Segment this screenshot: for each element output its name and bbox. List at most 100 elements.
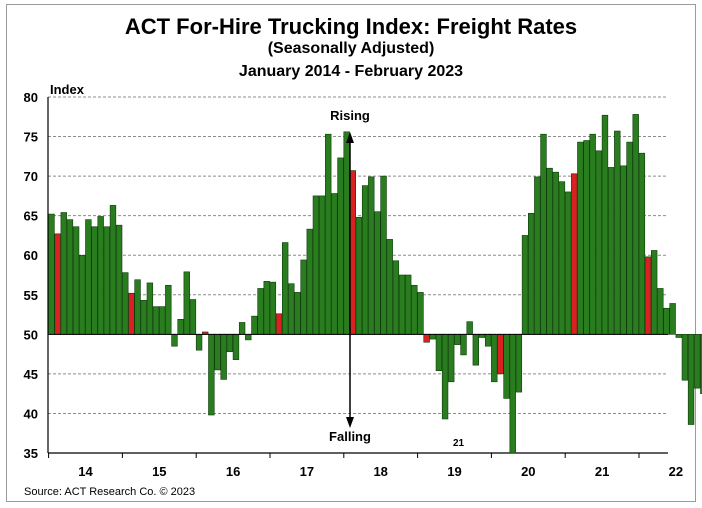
bar	[632, 114, 639, 335]
bar	[700, 334, 702, 394]
bar	[294, 292, 301, 335]
bar	[171, 334, 178, 347]
rising-label: Rising	[330, 108, 370, 123]
bar	[208, 334, 215, 416]
bar	[103, 226, 110, 335]
bar-highlight	[54, 233, 61, 335]
bar	[491, 334, 498, 383]
bar	[159, 306, 166, 335]
bar	[257, 288, 264, 335]
bar	[540, 133, 547, 335]
bar	[398, 274, 406, 335]
y-tick-label: 40	[24, 406, 38, 421]
bar	[214, 334, 221, 371]
bar	[48, 213, 55, 335]
bar	[404, 274, 412, 335]
bar	[374, 211, 381, 335]
bar	[66, 219, 74, 335]
bar	[614, 130, 621, 335]
bar	[183, 271, 190, 335]
x-tick-label: 21	[595, 464, 609, 479]
y-tick-label: 75	[24, 130, 38, 145]
bar-highlight	[349, 170, 357, 335]
x-tick-label: 19	[447, 464, 461, 479]
bar	[503, 334, 510, 399]
bar	[527, 212, 535, 335]
bar	[281, 242, 289, 335]
x-tick-label: 15	[152, 464, 166, 479]
bar	[97, 216, 104, 335]
bar	[435, 334, 443, 372]
bar	[85, 219, 92, 335]
bar	[152, 306, 160, 335]
bar	[226, 334, 233, 353]
falling-label: Falling	[329, 429, 371, 444]
bar	[343, 131, 350, 335]
bar	[251, 315, 258, 335]
bar	[245, 334, 252, 341]
chart-period: January 2014 - February 2023	[238, 63, 464, 80]
bar	[583, 140, 590, 335]
bar	[626, 141, 633, 335]
x-tick-label: 17	[300, 464, 314, 479]
arrow-down-head	[346, 417, 354, 428]
bar	[331, 193, 338, 335]
bar	[694, 334, 701, 389]
bar	[220, 334, 227, 380]
bar	[60, 212, 67, 335]
bar	[392, 260, 400, 335]
bar	[72, 226, 80, 335]
y-tick-label: 35	[24, 446, 38, 461]
chart-title: ACT For-Hire Trucking Index: Freight Rat…	[124, 14, 578, 39]
bar	[325, 133, 332, 335]
y-tick-label: 60	[24, 248, 38, 263]
bar	[460, 334, 467, 356]
x-tick-label: 20	[521, 464, 535, 479]
bar	[607, 167, 615, 335]
bar	[115, 224, 123, 335]
y-tick-label: 45	[24, 367, 38, 382]
bar	[546, 167, 553, 335]
bar	[448, 334, 455, 383]
y-tick-label: 50	[24, 327, 38, 342]
bar	[484, 334, 492, 347]
y-tick-label: 55	[24, 288, 38, 303]
y-tick-label: 70	[24, 169, 38, 184]
bar	[411, 284, 418, 335]
bar	[300, 259, 307, 335]
x-tick-label: 18	[373, 464, 387, 479]
arrow-up-head	[346, 132, 354, 143]
bar	[146, 282, 154, 335]
source-note: Source: ACT Research Co. © 2023	[24, 486, 196, 498]
bar	[91, 226, 98, 335]
x-tick-label: 16	[226, 464, 240, 479]
bar	[601, 114, 609, 335]
bar	[466, 321, 473, 335]
y-axis-title: Index	[50, 82, 85, 97]
bar	[454, 334, 461, 345]
bar	[521, 235, 529, 335]
bar	[620, 165, 627, 335]
bar	[355, 216, 363, 335]
bar	[361, 185, 369, 335]
bar	[134, 279, 141, 335]
bar	[312, 195, 320, 335]
bar-highlight	[423, 334, 430, 343]
chart-subtitle: (Seasonally Adjusted)	[267, 40, 435, 57]
bar	[232, 334, 240, 360]
bar-highlight	[571, 173, 578, 335]
bar	[441, 334, 449, 420]
bar-highlight	[128, 292, 135, 335]
bar	[79, 254, 86, 335]
bar-highlight	[275, 313, 283, 335]
bar	[189, 299, 197, 335]
bar	[675, 334, 682, 338]
bar	[564, 191, 572, 335]
bar	[552, 171, 559, 335]
bar	[195, 334, 203, 351]
bar	[380, 175, 387, 335]
bar	[386, 239, 393, 335]
bar	[306, 228, 313, 335]
bar	[577, 141, 584, 335]
